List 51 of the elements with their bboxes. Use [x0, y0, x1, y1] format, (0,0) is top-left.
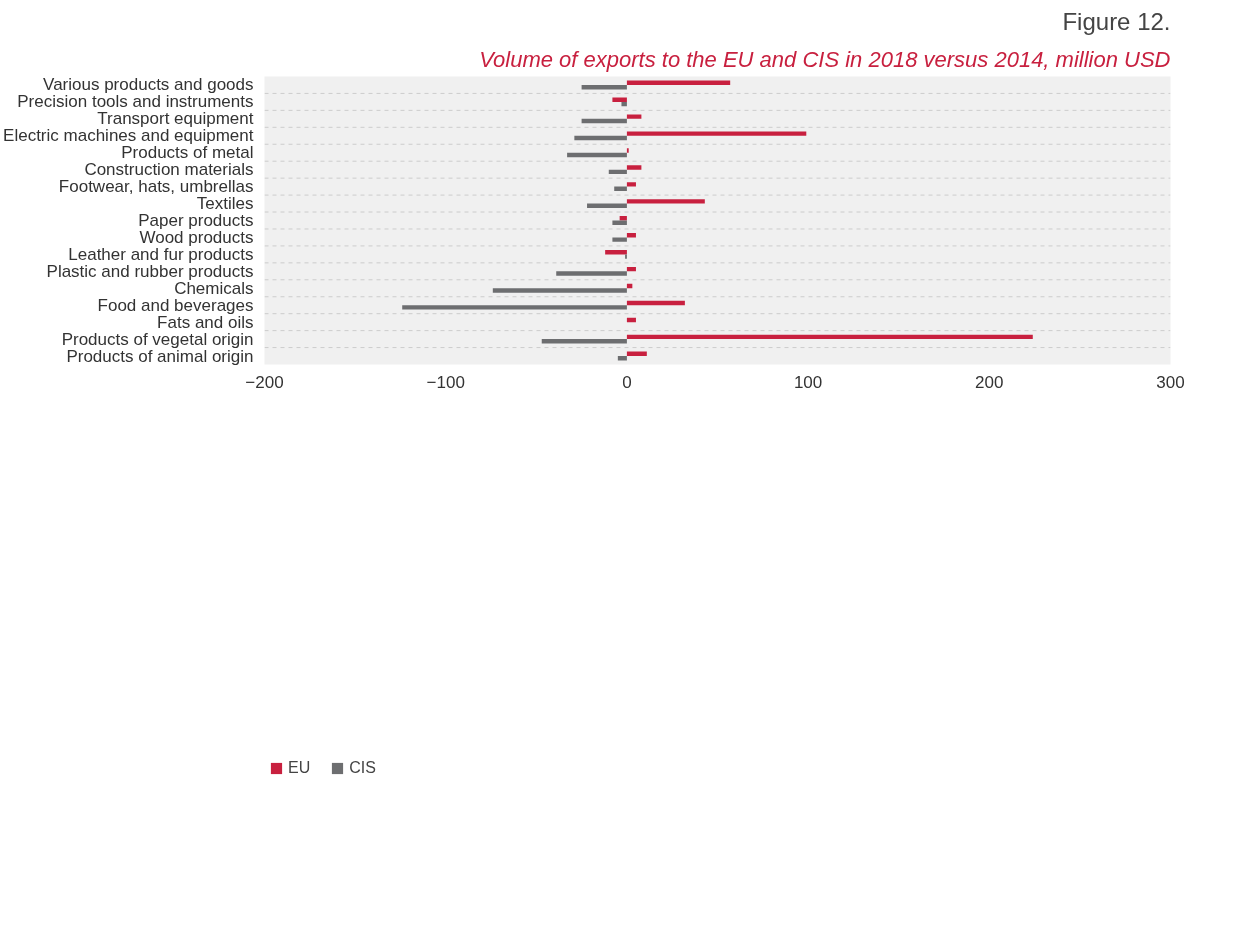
bar: [605, 249, 627, 255]
bar: [556, 271, 627, 276]
bar: [626, 266, 636, 272]
bar: [617, 356, 627, 361]
chart-title: Figure 12.: [1062, 7, 1171, 35]
bar: [626, 80, 731, 85]
legend-label: CIS: [349, 759, 376, 777]
y-tick-label: Products of metal: [121, 143, 254, 163]
bar: [541, 339, 627, 344]
bar: [626, 199, 705, 204]
y-tick-label: Paper products: [138, 211, 254, 230]
bar: [626, 334, 1033, 340]
y-tick-label: Transport equipment: [97, 109, 254, 129]
bar: [608, 169, 627, 175]
bar: [626, 131, 807, 136]
bar: [581, 118, 627, 124]
x-tick-label: 200: [975, 372, 1004, 392]
y-tick-label: Footwear, hats, umbrellas: [58, 177, 254, 197]
bar: [567, 152, 627, 158]
bar: [614, 186, 627, 192]
bar: [587, 203, 627, 208]
bar: [626, 300, 685, 306]
bar: [626, 317, 636, 323]
y-tick-label: Textiles: [196, 194, 254, 214]
y-tick-label: Various products and goods: [43, 75, 254, 95]
bar: [492, 288, 627, 293]
y-tick-label: Precision tools and instruments: [17, 92, 254, 112]
y-tick-label: Construction materials: [84, 160, 254, 180]
y-tick-label: Products of vegetal origin: [61, 329, 254, 349]
bar: [626, 114, 642, 119]
bar: [626, 351, 647, 357]
bar: [612, 220, 627, 225]
x-tick-label: −100: [426, 372, 465, 392]
bar: [619, 216, 627, 221]
x-tick-label: 300: [1156, 372, 1185, 392]
x-tick-label: −200: [245, 372, 284, 392]
bar: [612, 97, 627, 102]
bar: [402, 305, 627, 310]
bar: [626, 165, 642, 170]
legend-label: EU: [288, 759, 311, 777]
bar: [574, 135, 627, 141]
bar: [612, 237, 627, 242]
bar: [621, 101, 627, 107]
y-tick-label: Electric machines and equipment: [3, 126, 254, 146]
chart-subtitle: Volume of exports to the EU and CIS in 2018 versus 2014, million USD: [479, 46, 1171, 72]
y-tick-label: Food and beverages: [97, 295, 254, 315]
x-tick-label: 100: [793, 372, 823, 392]
x-tick-label: 0: [622, 372, 632, 392]
bar: [581, 84, 627, 90]
bar: [626, 233, 636, 238]
bar: [626, 182, 636, 187]
